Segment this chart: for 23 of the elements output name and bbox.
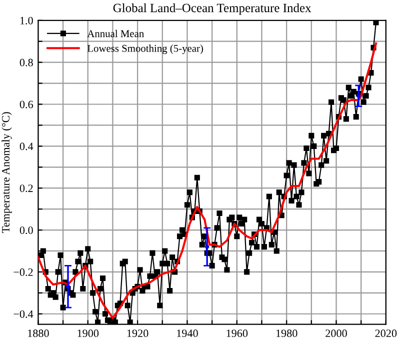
y-tick-label: 0.6	[20, 100, 33, 108]
x-tick-label: 1940	[177, 330, 198, 338]
legend-label: Lowess Smoothing (5-year)	[87, 44, 203, 54]
x-tick-label: 1880	[28, 330, 49, 338]
y-tick-label: 0.2	[20, 184, 33, 192]
y-axis-title: Temperature Anomaly (°C)	[2, 112, 12, 233]
x-tick-label: 2000	[326, 330, 347, 338]
chart-title: Global Land–Ocean Temperature Index	[113, 3, 312, 15]
y-tick-label: 0.8	[20, 58, 33, 66]
x-tick-label: 1960	[226, 330, 248, 338]
y-tick-label: −0.4	[14, 310, 34, 318]
point	[356, 94, 361, 98]
legend-label: Annual Mean	[87, 30, 144, 38]
y-tick-label: −0.2	[14, 268, 33, 276]
x-tick-label: 1980	[276, 330, 298, 338]
y-tick-label: 0.0	[20, 226, 33, 234]
x-tick-label: 1920	[127, 330, 148, 338]
y-tick-label: 0.4	[20, 142, 34, 150]
x-tick-label: 2020	[375, 330, 397, 338]
point	[205, 244, 210, 249]
x-tick-label: 1900	[78, 330, 99, 338]
y-tick-label: 1.0	[20, 16, 33, 24]
point	[66, 284, 70, 289]
